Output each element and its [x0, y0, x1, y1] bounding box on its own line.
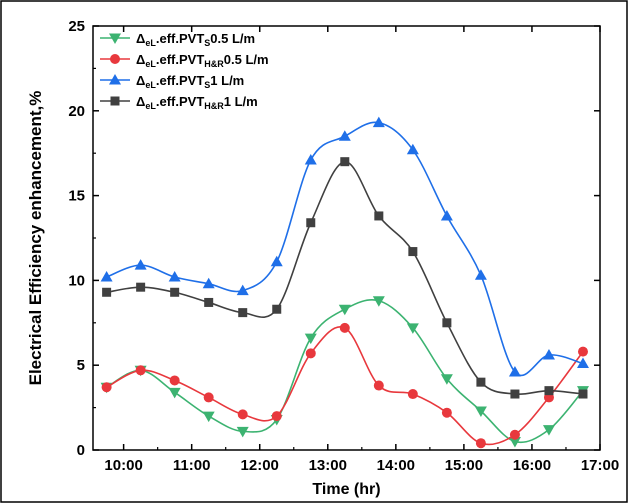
legend-marker — [109, 74, 121, 85]
data-point — [373, 380, 384, 391]
data-point — [101, 382, 112, 393]
legend-entry-1: ΔeL.eff.PVTH&R0.5 L/m — [136, 52, 269, 69]
x-tick-label: 10:00 — [104, 457, 142, 474]
data-point — [578, 389, 588, 399]
data-point — [168, 271, 181, 282]
data-point — [203, 392, 214, 403]
legend-marker — [109, 33, 121, 44]
data-point — [440, 209, 453, 221]
legend: ΔeL.eff.PVTS0.5 L/m ΔeL.eff.PVTH&R0.5 L/m… — [100, 31, 269, 111]
legend-entry-0: ΔeL.eff.PVTS0.5 L/m — [136, 31, 255, 48]
data-point — [135, 365, 146, 376]
x-axis-title: Time (hr) — [312, 481, 380, 498]
data-point — [134, 259, 147, 270]
data-point — [304, 153, 317, 165]
data-point — [305, 348, 316, 359]
data-point — [441, 407, 452, 418]
data-point — [406, 323, 419, 334]
data-point — [340, 157, 350, 167]
data-point — [576, 357, 589, 369]
x-tick-label: 15:00 — [445, 457, 483, 474]
data-point — [544, 386, 554, 396]
series-3 — [102, 157, 588, 399]
x-tick-label: 12:00 — [241, 457, 279, 474]
data-point — [237, 409, 248, 420]
data-point — [304, 333, 317, 345]
y-tick-label: 20 — [68, 103, 85, 120]
data-point — [168, 387, 181, 399]
legend-entry-2: ΔeL.eff.PVTS1 L/m — [136, 73, 244, 90]
data-point — [338, 130, 351, 141]
data-point — [474, 406, 487, 417]
series-1 — [101, 322, 588, 449]
y-tick-label: 15 — [68, 188, 85, 205]
y-tick-label: 5 — [77, 357, 85, 374]
y-axis-title: Electrical Efficiency enhancement,% — [26, 91, 45, 386]
x-tick-label: 17:00 — [581, 457, 619, 474]
data-point — [338, 304, 351, 316]
y-tick-label: 10 — [68, 272, 85, 289]
y-tick-label: 0 — [77, 442, 85, 459]
data-point — [509, 429, 520, 440]
data-point — [406, 143, 419, 155]
data-point — [204, 297, 214, 307]
data-point — [271, 411, 282, 422]
data-point — [202, 277, 215, 289]
data-point — [272, 304, 282, 314]
data-point — [542, 349, 555, 360]
data-point — [270, 255, 283, 267]
data-point — [474, 269, 487, 280]
data-point — [372, 116, 385, 128]
data-point — [577, 346, 588, 357]
data-point — [236, 284, 249, 296]
data-point — [372, 296, 385, 307]
data-point — [136, 282, 146, 292]
x-tick-label: 14:00 — [377, 457, 415, 474]
data-point — [510, 389, 520, 399]
data-point — [238, 308, 248, 318]
data-point — [100, 271, 113, 282]
data-point — [374, 211, 384, 221]
data-point — [408, 247, 418, 257]
data-point — [542, 425, 555, 436]
data-point — [508, 437, 521, 448]
data-point — [442, 318, 452, 328]
x-tick-label: 16:00 — [513, 457, 551, 474]
series-2 — [100, 116, 589, 377]
data-point — [102, 287, 112, 297]
data-point — [476, 377, 486, 387]
y-tick-label: 25 — [68, 18, 85, 35]
data-point — [339, 322, 350, 333]
x-tick-label: 13:00 — [309, 457, 347, 474]
data-point — [169, 375, 180, 386]
data-point — [440, 374, 453, 385]
legend-marker — [110, 54, 120, 64]
data-point — [236, 426, 249, 438]
data-point — [202, 411, 215, 423]
data-point — [508, 365, 521, 377]
data-point — [407, 389, 418, 400]
x-tick-label: 11:00 — [173, 457, 211, 474]
data-point — [475, 438, 486, 449]
series-0 — [100, 296, 589, 448]
legend-marker — [110, 96, 120, 106]
legend-entry-3: ΔeL.eff.PVTH&R1 L/m — [136, 94, 258, 111]
data-point — [170, 287, 180, 297]
data-point — [306, 218, 316, 228]
